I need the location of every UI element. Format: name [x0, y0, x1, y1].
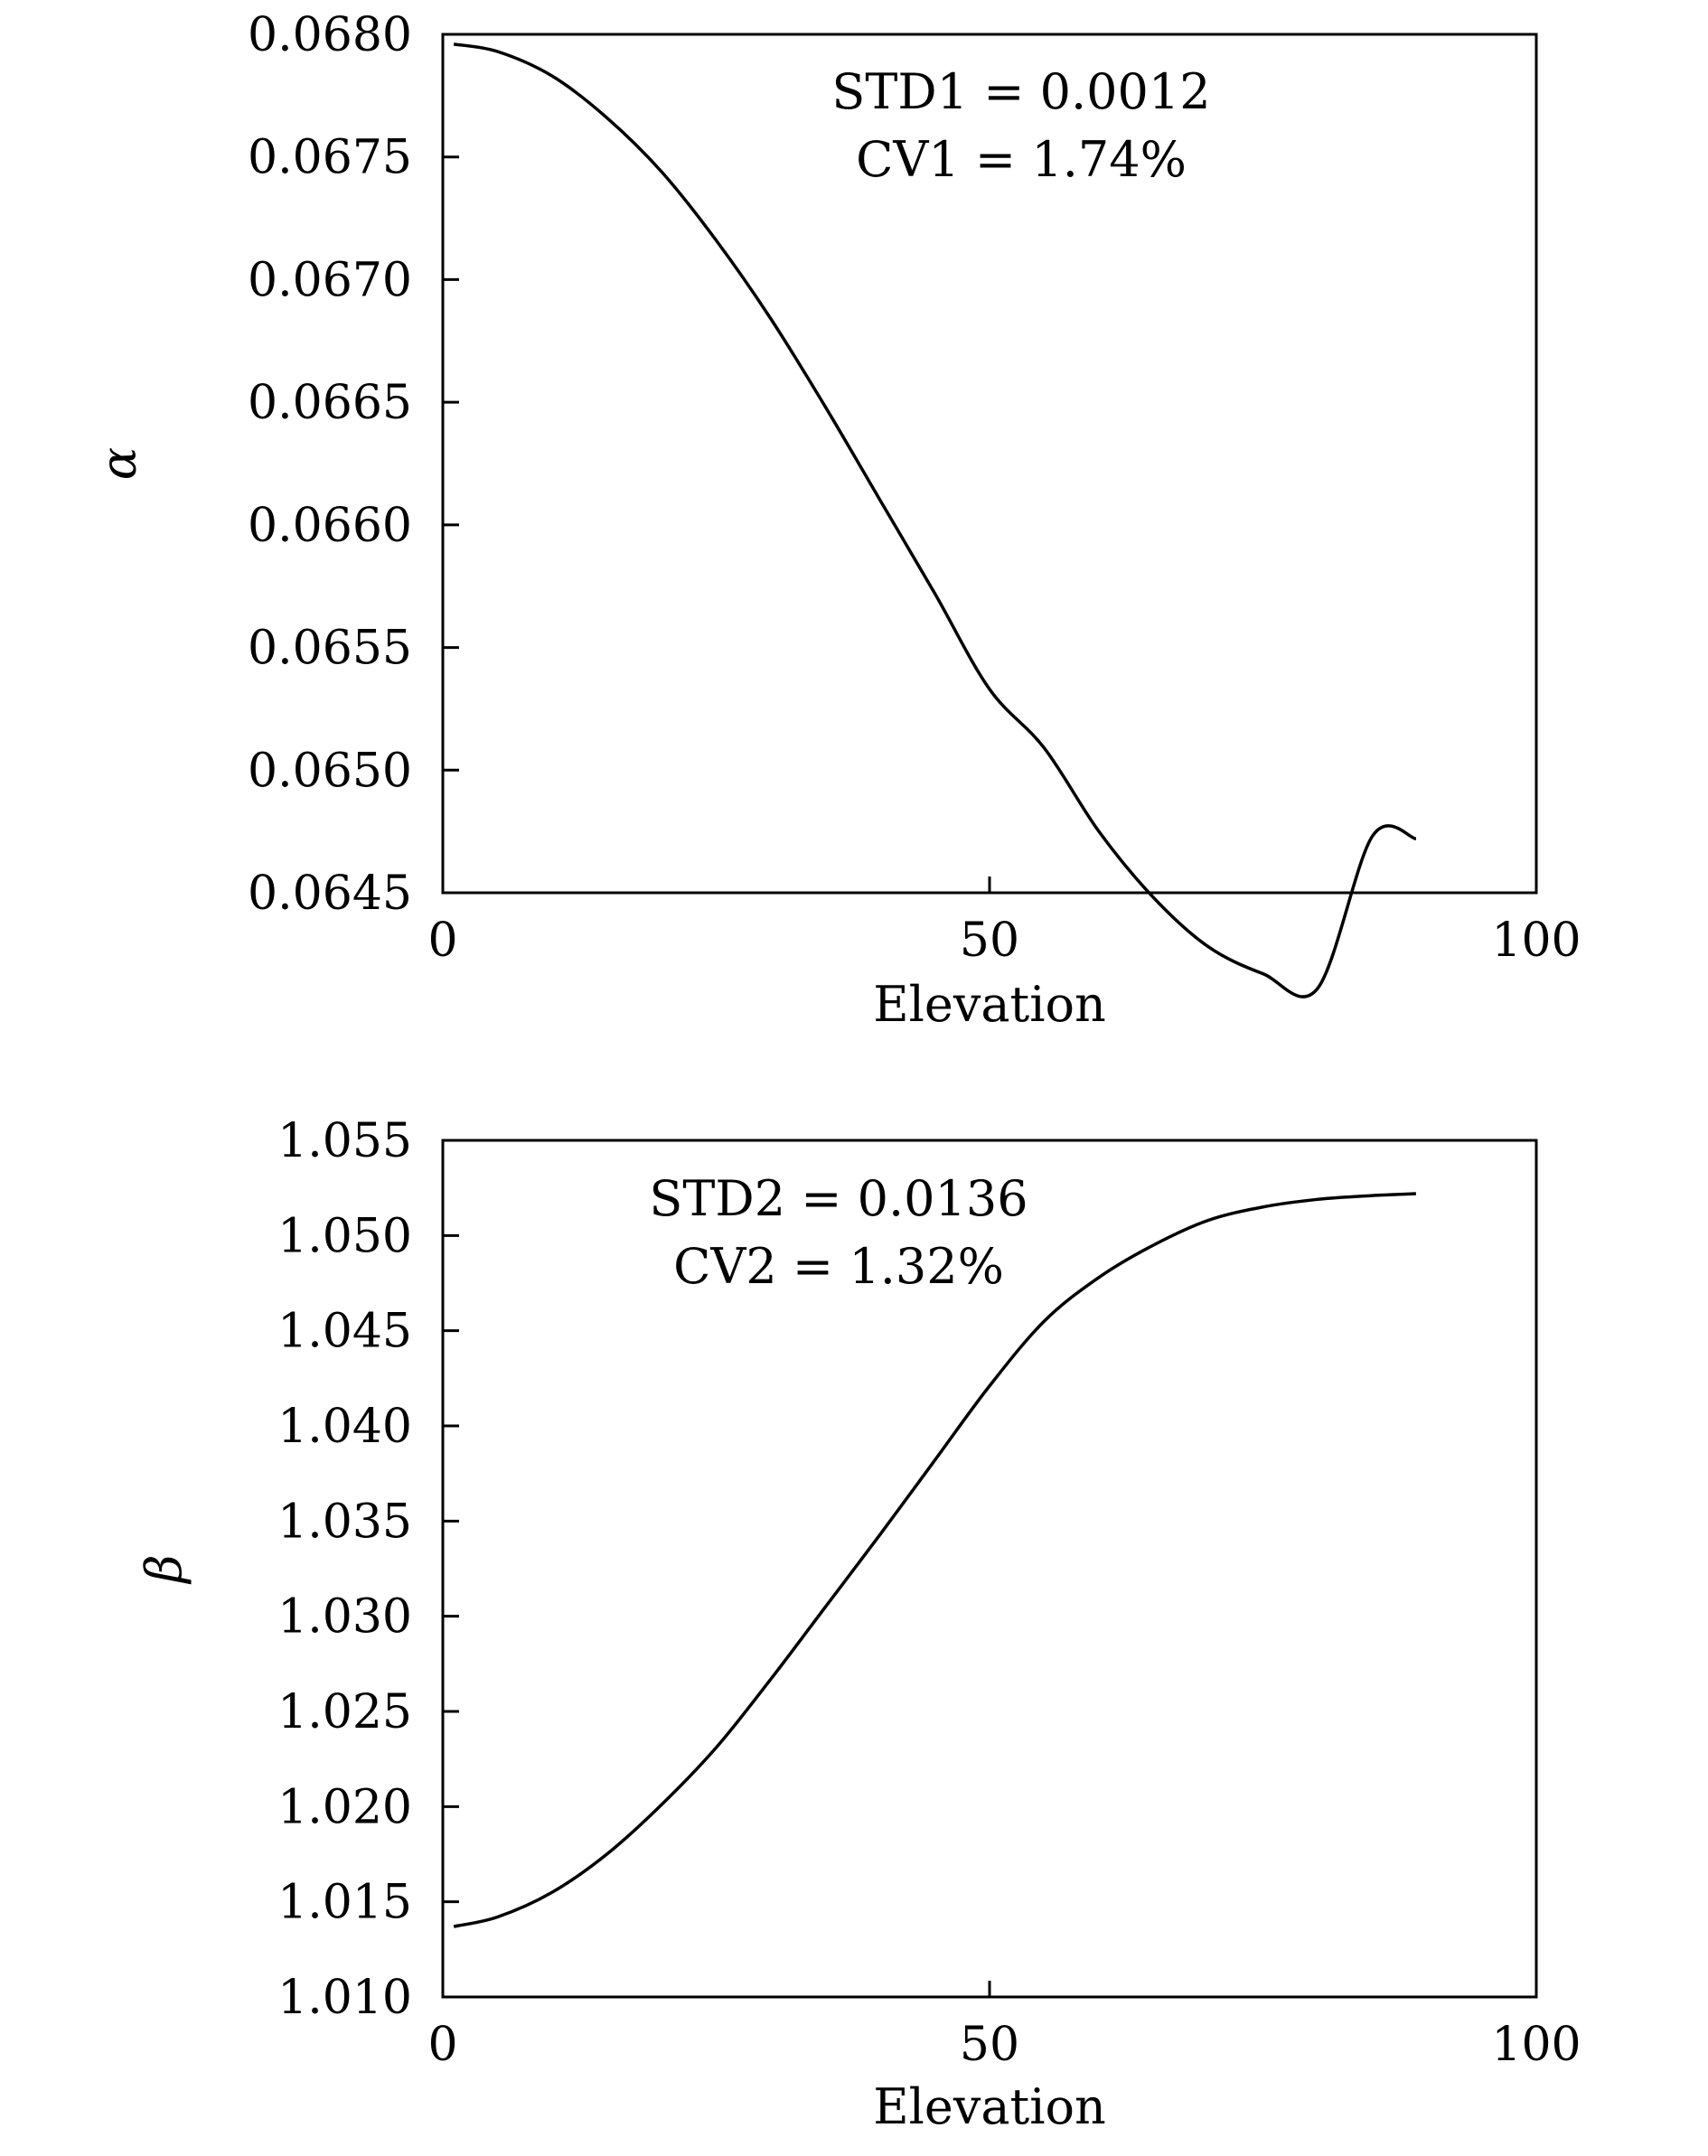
y-axis-title: β [136, 1554, 192, 1584]
x-axis-title: Elevation [873, 976, 1106, 1033]
x-tick-label: 50 [960, 2018, 1019, 2072]
data-curve [453, 1192, 1416, 1928]
y-tick-label: 0.0650 [248, 744, 412, 798]
y-tick-label: 1.030 [277, 1590, 412, 1645]
y-tick-label: 0.0645 [248, 867, 412, 921]
y-tick-label: 0.0665 [248, 376, 412, 430]
x-tick-label: 0 [427, 914, 457, 968]
x-tick-label: 0 [427, 2018, 457, 2072]
y-tick-label: 1.010 [277, 1971, 412, 2025]
y-tick-label: 1.055 [277, 1114, 412, 1168]
y-tick-label: 1.045 [277, 1305, 412, 1359]
data-curve [453, 42, 1417, 998]
stat-annotation: STD1 = 0.0012 [831, 63, 1210, 120]
y-tick-label: 0.0680 [248, 8, 412, 62]
y-tick-label: 1.050 [277, 1209, 412, 1263]
stat-annotation: CV2 = 1.32% [673, 1238, 1004, 1295]
y-tick-label: 0.0675 [248, 131, 412, 185]
stat-annotation: CV1 = 1.74% [856, 131, 1187, 188]
y-tick-label: 0.0660 [248, 499, 412, 553]
x-tick-label: 100 [1491, 914, 1581, 968]
y-tick-label: 1.025 [277, 1685, 412, 1739]
x-tick-label: 100 [1491, 2018, 1581, 2072]
y-tick-label: 0.0670 [248, 253, 412, 307]
stat-annotation: STD2 = 0.0136 [649, 1170, 1028, 1227]
x-axis-title: Elevation [873, 2078, 1106, 2135]
beta-chart: 1.010 1.015 1.020 1.025 1.030 1.035 1.040 1.045… [136, 1114, 1581, 2135]
y-axis-title: α [90, 447, 147, 480]
y-tick-label: 1.040 [277, 1400, 412, 1454]
y-tick-label: 1.035 [277, 1495, 412, 1549]
y-tick-label: 1.020 [277, 1780, 412, 1834]
x-tick-label: 50 [960, 914, 1019, 968]
y-tick-label: 0.0655 [248, 622, 412, 676]
alpha-chart: 0.0645 0.0650 0.0655 0.0660 0.0665 0.0670 0.06… [90, 8, 1581, 1033]
y-tick-label: 1.015 [277, 1876, 412, 1930]
